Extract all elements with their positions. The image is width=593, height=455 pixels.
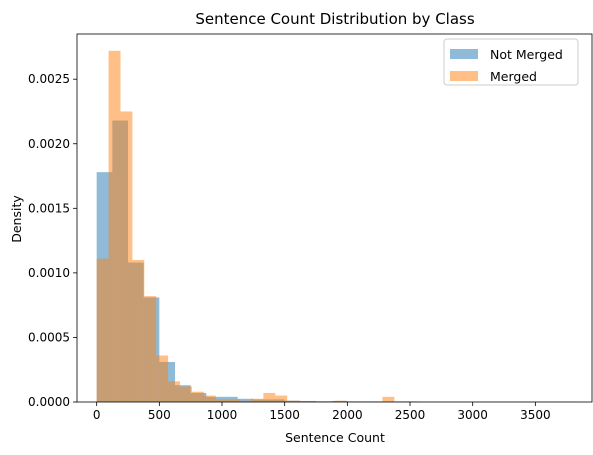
bar-series-0-bin-9 xyxy=(237,398,254,402)
bars-layer xyxy=(96,50,573,403)
x-tick-label: 3500 xyxy=(520,408,551,422)
bar-series-1-bin-20 xyxy=(334,400,347,402)
bar-series-1-bin-9 xyxy=(203,395,216,402)
x-axis-label: Sentence Count xyxy=(285,430,385,445)
x-tick-label: 500 xyxy=(148,408,171,422)
x-tick-label: 1500 xyxy=(269,408,300,422)
bar-series-1-bin-15 xyxy=(275,395,288,402)
axes-layer: 0 500 1000 1500 2000 2500 3000 3500 0.0000 0.0005… xyxy=(28,72,551,422)
legend-label-1: Merged xyxy=(490,69,537,84)
bar-series-1-bin-12 xyxy=(239,400,252,402)
bar-series-1-bin-4 xyxy=(144,296,157,402)
legend-label-0: Not Merged xyxy=(490,47,563,62)
x-tick-label: 0 xyxy=(93,408,101,422)
bar-series-1-bin-0 xyxy=(96,258,109,402)
x-tick-label: 3000 xyxy=(457,408,488,422)
bar-series-1-bin-14 xyxy=(263,392,276,402)
y-tick-label: 0.0000 xyxy=(28,395,70,409)
chart-title: Sentence Count Distribution by Class xyxy=(195,10,475,28)
legend: Not Merged Merged xyxy=(443,38,579,86)
bar-series-1-bin-11 xyxy=(227,399,240,402)
y-tick-label: 0.0010 xyxy=(28,266,70,280)
bar-series-1-bin-7 xyxy=(180,386,192,402)
bar-series-1-bin-24 xyxy=(382,396,395,402)
y-tick-label: 0.0025 xyxy=(28,72,70,86)
y-tick-label: 0.0015 xyxy=(28,201,70,215)
bar-series-1-bin-6 xyxy=(168,381,181,402)
bar-series-1-bin-1 xyxy=(108,50,121,403)
legend-swatch-1 xyxy=(450,71,478,81)
bar-series-1-bin-10 xyxy=(215,399,228,402)
bar-series-1-bin-5 xyxy=(156,355,169,402)
x-tick-label: 2000 xyxy=(332,408,363,422)
x-tick-label: 1000 xyxy=(207,408,238,422)
bar-series-1-bin-16 xyxy=(287,400,300,402)
bar-series-1-bin-2 xyxy=(120,111,133,402)
bar-series-1-bin-13 xyxy=(251,398,264,402)
y-axis-label: Density xyxy=(9,195,24,243)
bar-series-1-bin-8 xyxy=(191,391,204,402)
bar-series-1-bin-3 xyxy=(132,259,145,402)
legend-swatch-0 xyxy=(450,49,478,59)
plot-frame xyxy=(76,33,593,403)
y-tick-label: 0.0005 xyxy=(28,330,70,344)
y-tick-label: 0.0020 xyxy=(28,137,70,151)
x-tick-label: 2500 xyxy=(395,408,426,422)
